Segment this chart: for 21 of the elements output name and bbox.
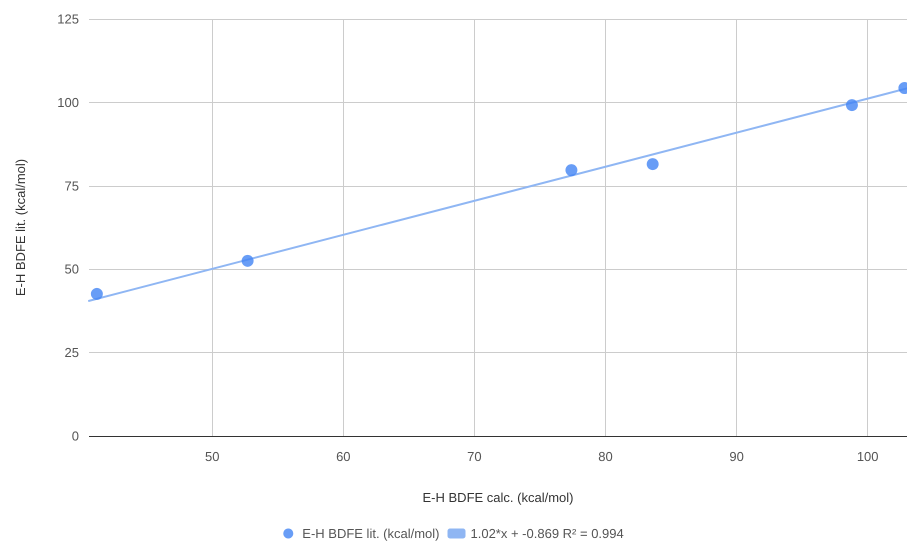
x-tick-label: 70 bbox=[467, 449, 482, 464]
y-tick-label: 125 bbox=[57, 12, 79, 26]
y-tick-label: 0 bbox=[72, 428, 79, 444]
point bbox=[242, 254, 254, 267]
point bbox=[90, 288, 103, 300]
point bbox=[646, 158, 659, 170]
legend-label: E-H BDFE lit. (kcal/mol) bbox=[302, 526, 440, 541]
y-axis-title: E-H BDFE lit. (kcal/mol) bbox=[13, 158, 28, 296]
y-tick-label: 100 bbox=[57, 94, 79, 110]
point bbox=[565, 164, 578, 176]
x-tick-label: 90 bbox=[729, 449, 744, 464]
x-axis-title: E-H BDFE calc. (kcal/mol) bbox=[422, 490, 574, 505]
x-tick-label: 60 bbox=[336, 449, 351, 464]
point bbox=[846, 99, 858, 112]
legend-label: 1.02*x + -0.869 R² = 0.994 bbox=[470, 526, 624, 541]
x-tick-label: 100 bbox=[856, 449, 879, 464]
x-tick-label: 80 bbox=[598, 449, 613, 464]
y-tick-label: 25 bbox=[64, 345, 79, 360]
x-tick-label: 50 bbox=[204, 449, 220, 464]
y-tick-label: 50 bbox=[64, 262, 79, 277]
y-tick-label: 75 bbox=[64, 178, 79, 194]
